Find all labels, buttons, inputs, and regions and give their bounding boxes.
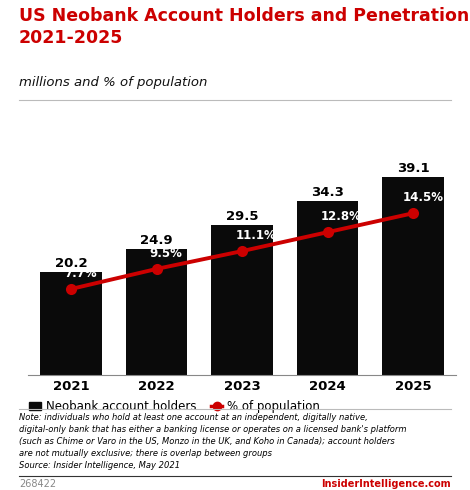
Text: US Neobank Account Holders and Penetration,
2021-2025: US Neobank Account Holders and Penetrati… bbox=[19, 7, 470, 47]
Legend: Neobank account holders, % of population: Neobank account holders, % of population bbox=[25, 395, 325, 418]
Text: 34.3: 34.3 bbox=[311, 186, 344, 199]
Text: 39.1: 39.1 bbox=[397, 162, 430, 175]
Text: 24.9: 24.9 bbox=[140, 234, 173, 246]
Text: 11.1%: 11.1% bbox=[235, 229, 276, 242]
Bar bbox=[211, 225, 273, 375]
Text: InsiderIntelligence.com: InsiderIntelligence.com bbox=[321, 479, 451, 489]
Text: 268422: 268422 bbox=[19, 479, 56, 489]
Bar bbox=[125, 249, 188, 375]
Text: 7.7%: 7.7% bbox=[64, 267, 97, 280]
Bar bbox=[40, 272, 102, 375]
Bar bbox=[297, 201, 359, 375]
Text: 29.5: 29.5 bbox=[226, 210, 258, 223]
Text: 14.5%: 14.5% bbox=[403, 191, 444, 204]
Bar bbox=[382, 177, 444, 375]
Text: millions and % of population: millions and % of population bbox=[19, 76, 207, 89]
Text: 9.5%: 9.5% bbox=[149, 247, 182, 260]
Text: 12.8%: 12.8% bbox=[321, 210, 361, 223]
Text: Note: individuals who hold at least one account at an independent, digitally nat: Note: individuals who hold at least one … bbox=[19, 413, 406, 470]
Text: 20.2: 20.2 bbox=[55, 257, 87, 270]
